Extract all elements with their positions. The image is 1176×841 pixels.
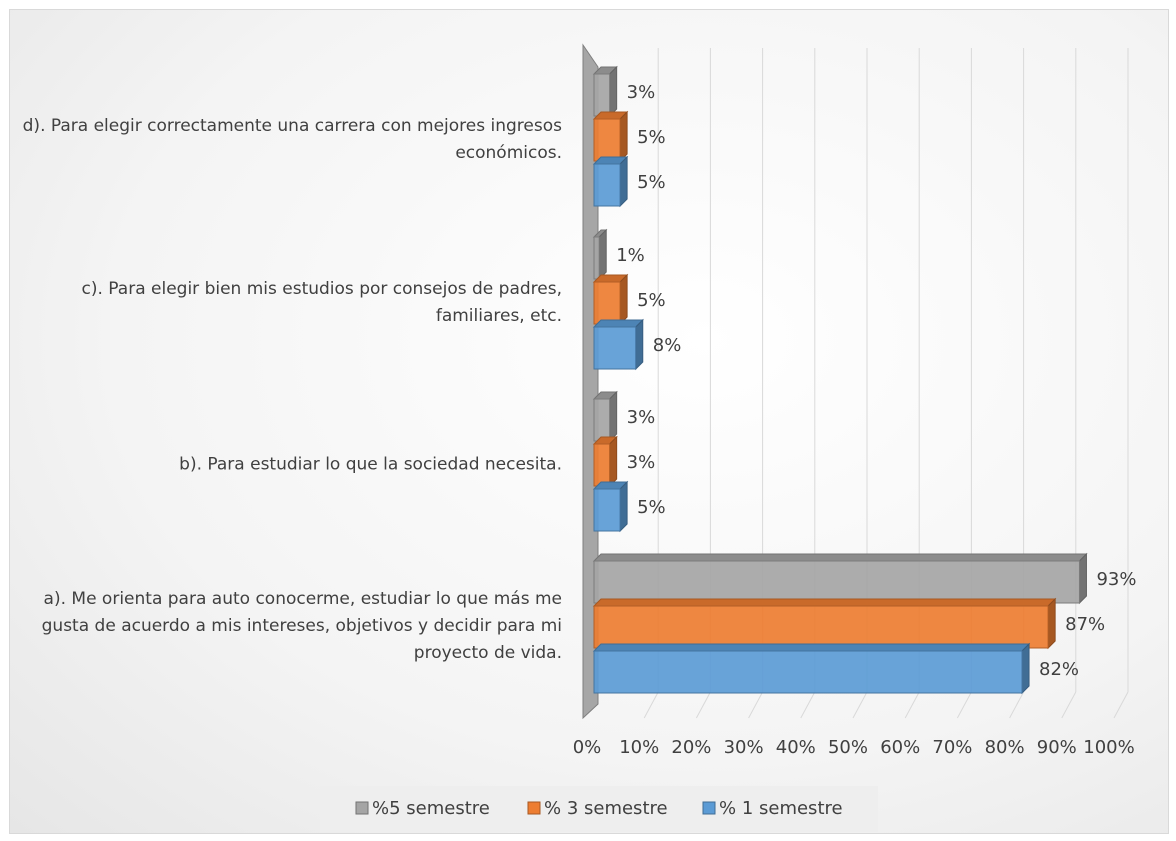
legend-swatch <box>355 801 369 815</box>
value-label: 82% <box>1039 659 1079 680</box>
value-label: 1% <box>616 245 645 266</box>
bar-top <box>592 553 1088 562</box>
x-tick-label: 80% <box>985 737 1025 758</box>
value-label: 5% <box>637 497 666 518</box>
bar <box>593 650 1023 694</box>
bar <box>593 73 611 117</box>
bar <box>593 443 611 487</box>
legend-swatch <box>702 801 716 815</box>
grid-line-floor <box>1009 691 1025 719</box>
bar-side <box>1047 597 1056 650</box>
bar-side <box>619 110 628 163</box>
x-tick-label: 100% <box>1083 737 1134 758</box>
grid-line-floor <box>800 691 816 719</box>
bar-side <box>619 273 628 326</box>
value-label: 3% <box>627 452 656 473</box>
grid-line-floor <box>904 691 920 719</box>
bar-side <box>1021 642 1030 695</box>
grid-line-floor <box>643 691 659 719</box>
bar-side <box>609 435 618 488</box>
value-label: 8% <box>653 335 682 356</box>
value-label: 93% <box>1096 569 1136 590</box>
grid-line-floor <box>852 691 868 719</box>
bar-side <box>609 65 618 118</box>
category-label: c). Para elegir bien mis estudios por co… <box>81 278 562 326</box>
x-tick-label: 60% <box>880 737 920 758</box>
x-tick-label: 0% <box>573 737 602 758</box>
bar <box>593 605 1049 649</box>
grid-line-floor <box>1113 691 1129 719</box>
x-tick-label: 50% <box>828 737 868 758</box>
bar <box>593 326 637 370</box>
value-label: 3% <box>627 82 656 103</box>
x-tick-label: 70% <box>932 737 972 758</box>
x-tick-label: 20% <box>671 737 711 758</box>
bar <box>593 281 621 325</box>
legend-label: %5 semestre <box>372 798 490 819</box>
legend-box <box>320 786 878 832</box>
x-tick-label: 10% <box>619 737 659 758</box>
x-tick-label: 30% <box>724 737 764 758</box>
bar-top <box>592 319 644 328</box>
value-label: 5% <box>637 127 666 148</box>
bar <box>593 236 600 280</box>
legend-swatch <box>527 801 541 815</box>
bar <box>593 560 1080 604</box>
category-label: b). Para estudiar lo que la sociedad nec… <box>179 454 562 475</box>
bar-side <box>598 228 607 281</box>
category-label: a). Me orienta para auto conocerme, estu… <box>41 589 562 664</box>
value-label: 5% <box>637 172 666 193</box>
bar-top <box>592 598 1057 607</box>
bar-top <box>592 643 1031 652</box>
category-label: d). Para elegir correctamente una carrer… <box>22 115 562 163</box>
x-tick-label: 40% <box>776 737 816 758</box>
legend-label: % 1 semestre <box>719 798 843 819</box>
axis-wall <box>582 43 599 720</box>
grid-line-floor <box>695 691 711 719</box>
bar <box>593 163 621 207</box>
bar-side <box>1078 552 1087 605</box>
bar <box>593 488 621 532</box>
bar <box>593 118 621 162</box>
grid-line-floor <box>1061 691 1077 719</box>
x-tick-label: 90% <box>1037 737 1077 758</box>
grid-line-floor <box>748 691 764 719</box>
bar-side <box>635 318 644 371</box>
bar <box>593 398 611 442</box>
value-label: 5% <box>637 290 666 311</box>
bar-side <box>619 480 628 533</box>
bar-side <box>619 155 628 208</box>
grid-line-floor <box>956 691 972 719</box>
value-label: 3% <box>627 407 656 428</box>
bar-side <box>609 390 618 443</box>
value-label: 87% <box>1065 614 1105 635</box>
legend-label: % 3 semestre <box>544 798 668 819</box>
